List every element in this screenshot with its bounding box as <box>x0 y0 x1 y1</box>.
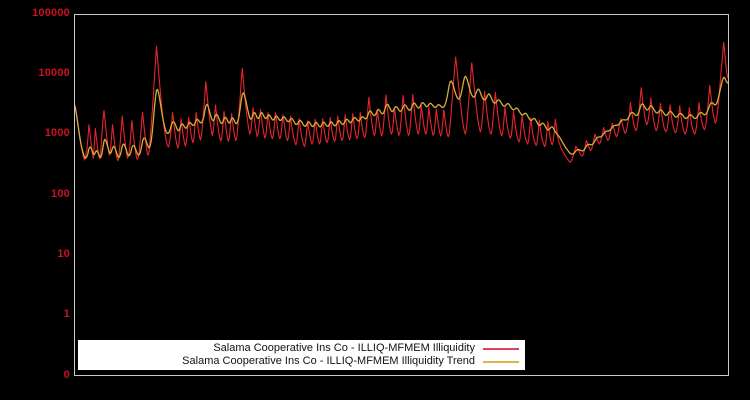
legend-swatch-illiquidity <box>483 342 519 355</box>
legend-label-illiquidity: Salama Cooperative Ins Co - ILLIQ-MFMEM … <box>213 342 475 354</box>
y-tick-label-100000: 100000 <box>32 7 70 19</box>
series-illiquidity-trend-line <box>75 75 728 159</box>
chart-legend: Salama Cooperative Ins Co - ILLIQ-MFMEM … <box>78 340 525 370</box>
series-canvas <box>75 41 728 163</box>
legend-swatch-illiquidity-trend <box>483 355 519 368</box>
y-tick-label-10: 10 <box>57 247 70 260</box>
legend-row: Salama Cooperative Ins Co - ILLIQ-MFMEM … <box>82 342 519 355</box>
legend-row: Salama Cooperative Ins Co - ILLIQ-MFMEM … <box>82 355 519 368</box>
legend-label-illiquidity-trend: Salama Cooperative Ins Co - ILLIQ-MFMEM … <box>182 355 475 367</box>
series-illiquidity-line <box>75 41 728 163</box>
y-tick-label-1: 1 <box>63 308 70 320</box>
y-tick-label-10000: 10000 <box>38 67 70 80</box>
y-tick-label-1000: 1000 <box>44 127 70 140</box>
y-axis-tick-labels: 100000 10000 1000 100 10 1 0 <box>0 0 70 400</box>
y-tick-label-0: 0 <box>63 369 70 381</box>
plot-area <box>74 14 729 376</box>
y-tick-label-100: 100 <box>51 187 70 200</box>
